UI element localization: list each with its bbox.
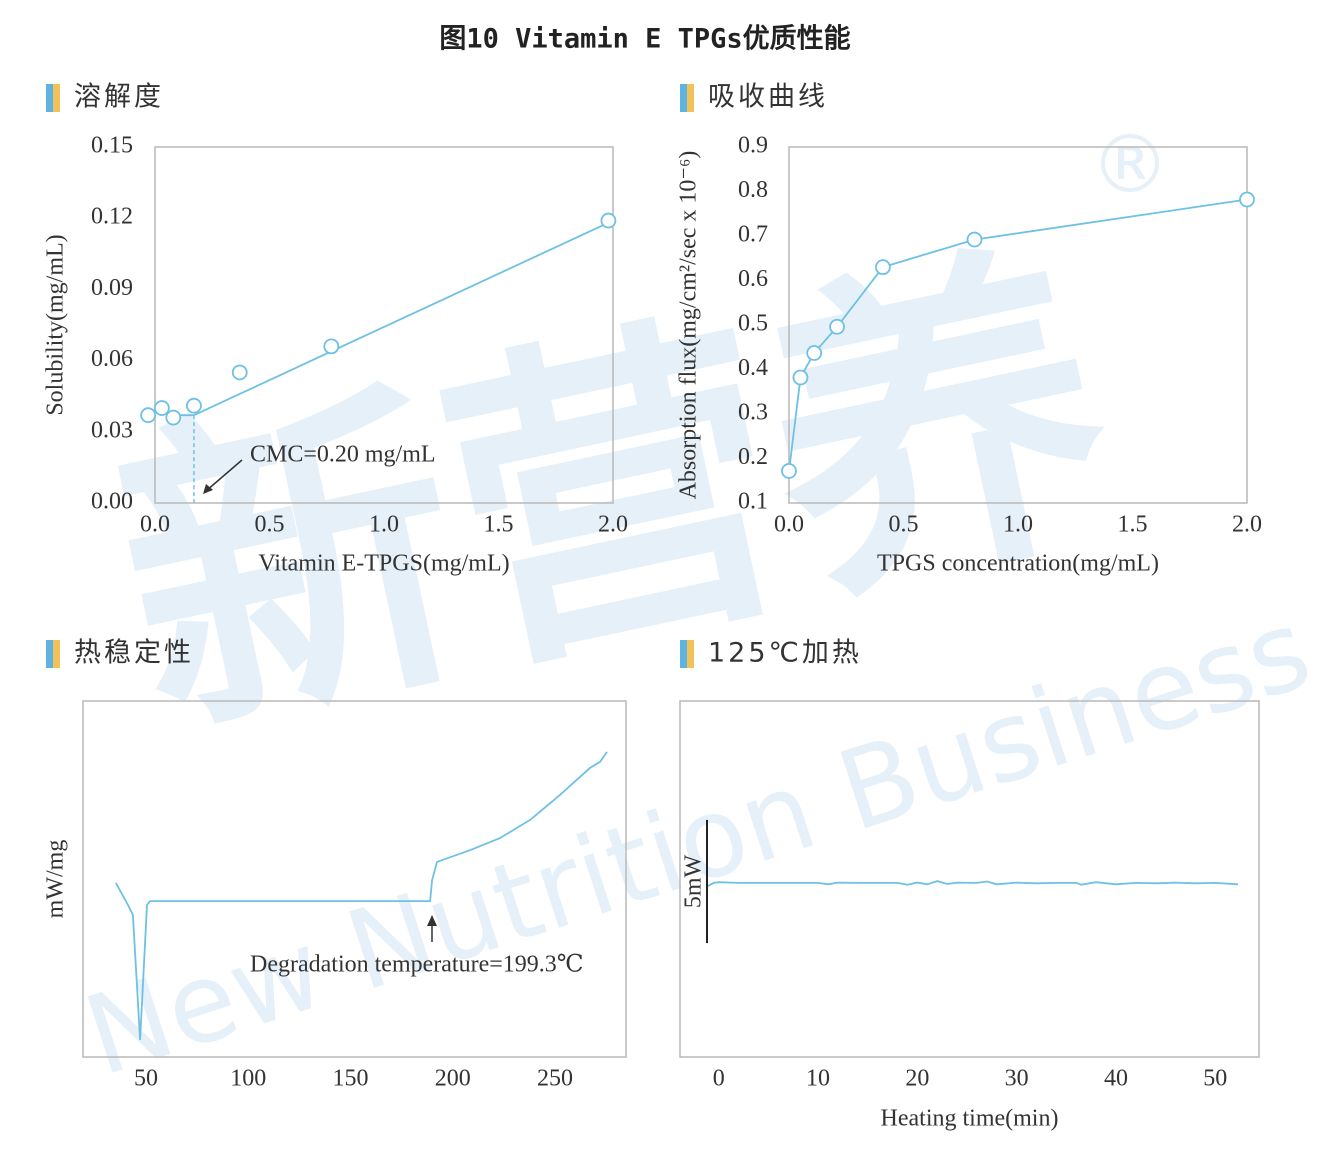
x-tick-label: 10 xyxy=(806,1066,830,1092)
y-tick-label: 0.6 xyxy=(738,266,768,292)
header-icon xyxy=(46,84,53,112)
y-tick-label: 0.06 xyxy=(91,346,133,372)
y-tick-label: 0.15 xyxy=(91,133,133,159)
header-icon xyxy=(687,84,694,112)
scale-bar-label: 5mW xyxy=(681,854,707,908)
data-point xyxy=(600,212,617,229)
data-point xyxy=(792,369,809,386)
x-axis-label: Heating time(min) xyxy=(881,1106,1059,1132)
x-tick-label: 30 xyxy=(1005,1066,1029,1092)
data-line xyxy=(115,751,608,1040)
annotation: CMC=0.20 mg/mL xyxy=(250,442,436,468)
y-tick-label: 0.7 xyxy=(738,222,768,248)
data-point xyxy=(140,407,157,424)
header-icon xyxy=(53,640,60,668)
y-tick-label: 0.9 xyxy=(738,133,768,159)
x-tick-label: 250 xyxy=(537,1066,573,1092)
plot-frame xyxy=(679,700,1260,1058)
data-point xyxy=(323,338,340,355)
x-tick-label: 50 xyxy=(134,1066,158,1092)
y-tick-label: 0.2 xyxy=(738,444,768,470)
data-point xyxy=(966,231,983,248)
x-tick-label: 0 xyxy=(713,1066,725,1092)
header-icon xyxy=(46,640,53,668)
y-tick-label: 0.09 xyxy=(91,275,133,301)
x-tick-label: 0.0 xyxy=(140,512,170,538)
x-tick-label: 1.0 xyxy=(1003,512,1033,538)
y-tick-label: 0.03 xyxy=(91,417,133,443)
x-tick-label: 2.0 xyxy=(1232,512,1262,538)
data-point xyxy=(781,463,797,479)
x-tick-label: 150 xyxy=(333,1066,369,1092)
x-tick-label: 200 xyxy=(435,1066,471,1092)
header-icon xyxy=(687,640,694,668)
data-point xyxy=(165,409,182,426)
data-point xyxy=(874,259,891,276)
plot-frame xyxy=(154,146,614,504)
data-line xyxy=(707,880,1239,887)
x-axis-label: TPGS concentration(mg/mL) xyxy=(877,551,1159,577)
x-tick-label: 0.0 xyxy=(774,512,804,538)
data-point xyxy=(1239,191,1255,208)
x-tick-label: 50 xyxy=(1203,1066,1227,1092)
y-tick-label: 0.3 xyxy=(738,400,768,426)
figure-title: 图10 Vitamin E TPGs优质性能 xyxy=(439,23,850,55)
header-icon xyxy=(680,84,687,112)
panel-title: 热稳定性 xyxy=(74,638,194,669)
x-tick-label: 0.5 xyxy=(255,512,285,538)
y-axis-label: Absorption flux(mg/cm²/sec x 10⁻⁶) xyxy=(676,151,702,500)
x-axis-label: Vitamin E-TPGS(mg/mL) xyxy=(258,551,509,577)
x-tick-label: 0.5 xyxy=(889,512,919,538)
x-tick-label: 20 xyxy=(905,1066,929,1092)
annotation-arrow xyxy=(205,459,243,492)
x-tick-label: 100 xyxy=(230,1066,266,1092)
annotation: Degradation temperature=199.3℃ xyxy=(250,952,584,978)
panel-title: 125℃加热 xyxy=(708,638,862,669)
y-axis-label: mW/mg xyxy=(43,840,69,919)
x-tick-label: 1.0 xyxy=(369,512,399,538)
y-axis-label: Solubility(mg/mL) xyxy=(43,234,69,415)
x-tick-label: 1.5 xyxy=(484,512,514,538)
arrow-head xyxy=(427,915,437,926)
data-point xyxy=(186,397,202,414)
y-tick-label: 0.00 xyxy=(91,489,133,515)
panel-title: 溶解度 xyxy=(74,82,164,113)
x-tick-label: 2.0 xyxy=(598,512,628,538)
y-tick-label: 0.4 xyxy=(738,355,768,381)
header-icon xyxy=(53,84,60,112)
y-tick-label: 0.1 xyxy=(738,489,768,515)
arrow-head xyxy=(203,484,213,494)
y-tick-label: 0.12 xyxy=(91,204,133,230)
panel-title: 吸收曲线 xyxy=(708,82,828,113)
data-point xyxy=(231,364,248,381)
x-tick-label: 40 xyxy=(1104,1066,1128,1092)
header-icon xyxy=(680,640,687,668)
y-tick-label: 0.5 xyxy=(738,311,768,337)
y-tick-label: 0.8 xyxy=(738,177,768,203)
plot-frame xyxy=(82,700,627,1058)
data-point xyxy=(829,318,845,335)
plot-frame xyxy=(788,146,1248,504)
watermark-mark: ® xyxy=(1090,118,1170,211)
data-point xyxy=(153,400,170,416)
x-tick-label: 1.5 xyxy=(1118,512,1148,538)
data-point xyxy=(806,345,823,361)
